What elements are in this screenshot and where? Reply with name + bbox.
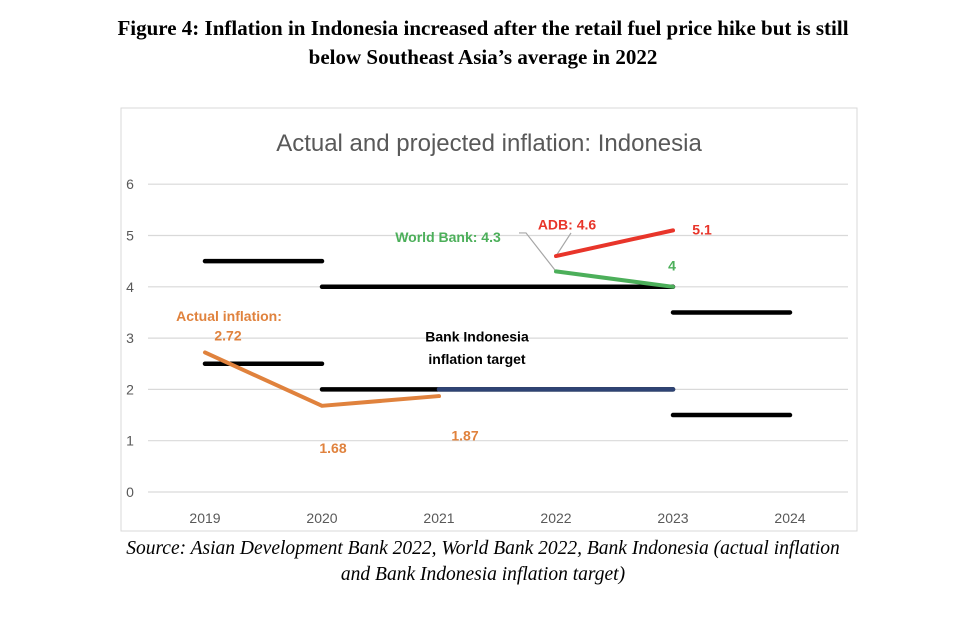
actual-series-line [203,350,441,408]
y-tick-label: 3 [126,330,134,346]
figure-title-line1: Figure 4: Inflation in Indonesia increas… [117,16,849,40]
chart-title: Actual and projected inflation: Indonesi… [276,130,702,157]
data-label-2019: 2.72 [214,328,241,344]
y-tick-label: 0 [126,484,134,500]
x-tick-label: 2021 [423,510,454,526]
worldbank-2023-label: 4 [668,257,676,273]
source-line2: and Bank Indonesia inflation target) [340,564,626,585]
figure-title: Figure 4: Inflation in Indonesia increas… [0,14,966,72]
source-line1: Source: Asian Development Bank 2022, Wor… [126,538,840,559]
x-tick-label: 2019 [189,510,220,526]
x-tick-label: 2023 [657,510,688,526]
adb-leader-line [555,232,572,257]
x-tick-label: 2020 [306,510,337,526]
adb-series-line [554,228,675,259]
adb-label: ADB: 4.6 [538,216,597,232]
worldbank-series-line [554,269,675,289]
y-tick-label: 4 [126,279,134,295]
adb-2023-label: 5.1 [692,221,712,237]
worldbank-leader-line [519,232,557,272]
target-label-line1: Bank Indonesia [425,329,529,345]
y-tick-label: 6 [126,176,134,192]
data-label-2020: 1.68 [319,440,346,456]
chart-border [120,107,858,532]
source-note: Source: Asian Development Bank 2022, Wor… [0,536,966,588]
data-label-2021: 1.87 [451,428,478,444]
y-tick-label: 5 [126,228,134,244]
target-label-line2: inflation target [428,351,526,367]
x-tick-label: 2024 [774,510,805,526]
x-tick-label: 2022 [540,510,571,526]
worldbank-label: World Bank: 4.3 [395,229,501,245]
actual-inflation-label: Actual inflation: [176,308,282,324]
figure-title-line2: below Southeast Asia’s average in 2022 [308,45,658,69]
y-tick-label: 1 [126,433,134,449]
y-tick-label: 2 [126,381,134,397]
